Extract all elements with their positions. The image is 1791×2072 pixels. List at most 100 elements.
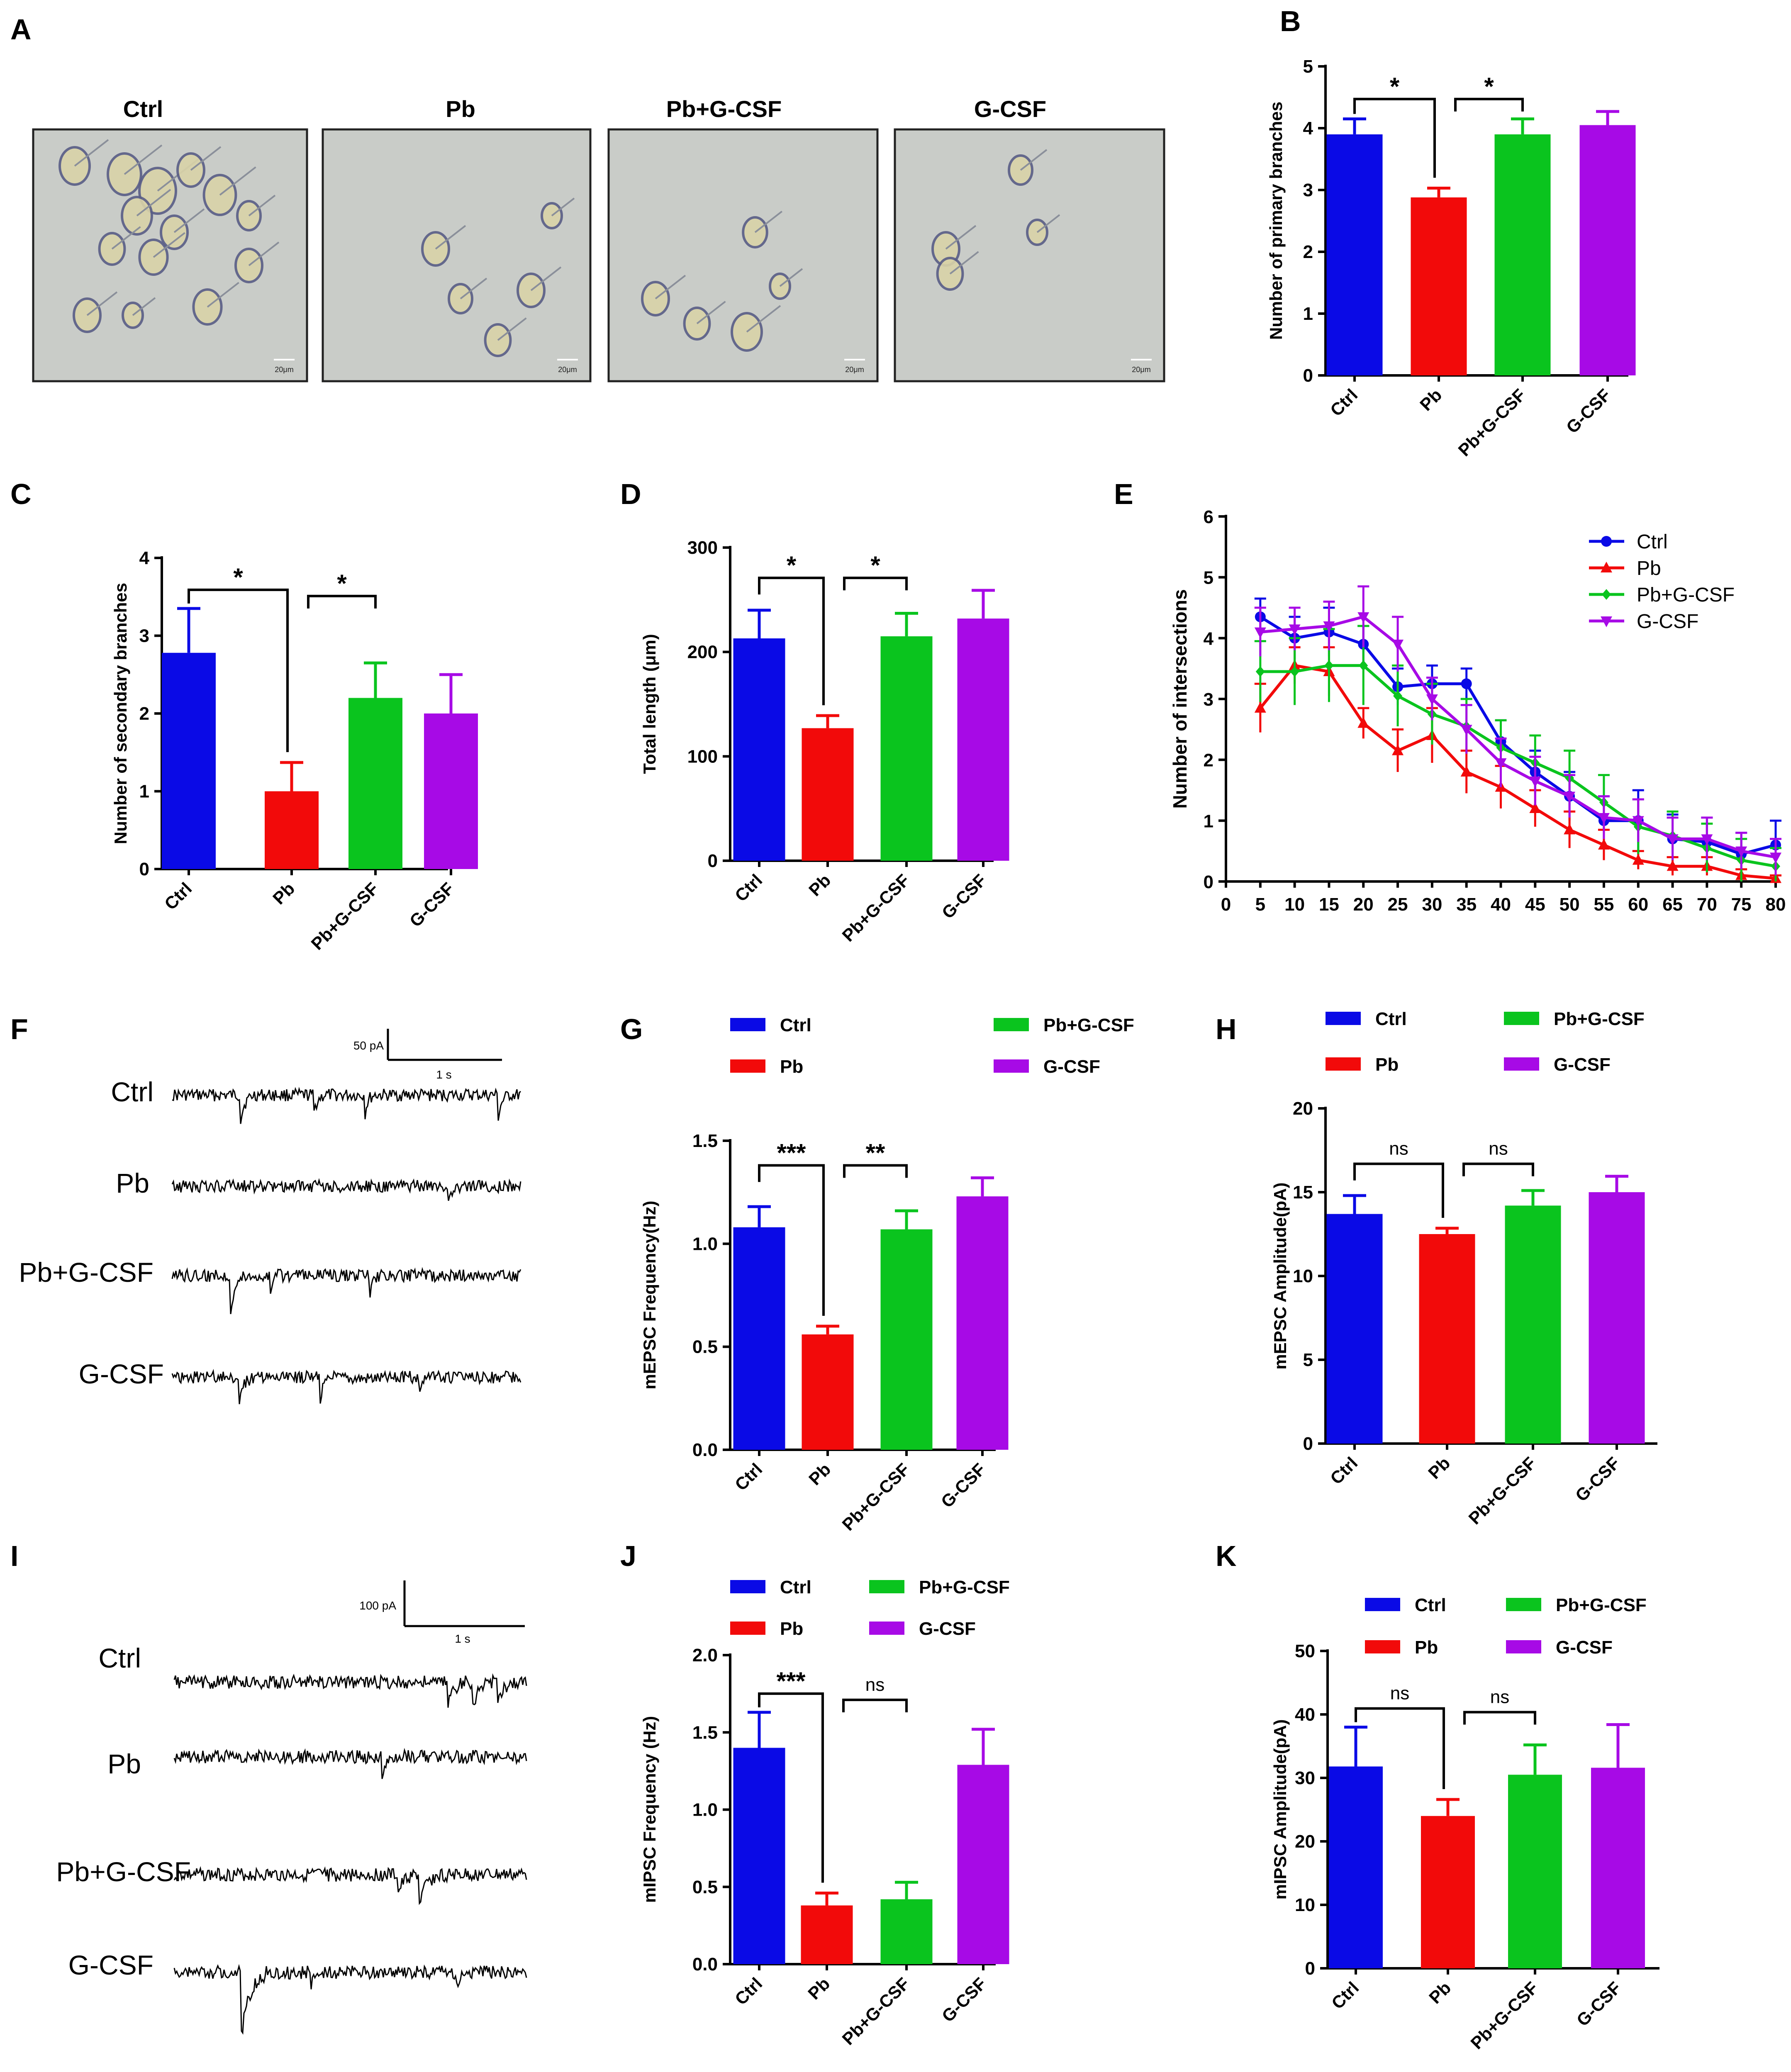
- y-tick-label: 0.0: [692, 1440, 718, 1460]
- bar-g-csf: [957, 1765, 1009, 1964]
- panel-letter-g: G: [620, 1013, 643, 1045]
- y-tick-label: 4: [1303, 118, 1313, 139]
- x-tick-label: Pb: [805, 1459, 834, 1489]
- legend-label-2: Pb+G-CSF: [919, 1577, 1010, 1597]
- x-tick-label: 60: [1628, 894, 1648, 915]
- x-tick-label: G-CSF: [938, 870, 990, 923]
- legend: Ctrl Pb Pb+G-CSF G-CSF: [730, 1015, 1134, 1077]
- legend-label-0: Ctrl: [1375, 1009, 1407, 1029]
- neurite: [207, 282, 239, 308]
- data-point: [1289, 624, 1301, 635]
- y-tick-label: 0: [1303, 365, 1313, 386]
- bar-g-csf: [1579, 125, 1636, 375]
- scale-bar-label: 20μm: [845, 365, 864, 374]
- scale-time-I: 1 s: [455, 1632, 470, 1645]
- significance-bracket: [843, 1164, 908, 1178]
- x-tick-label: Pb+G-CSF: [307, 879, 382, 954]
- y-tick-label: 20: [1293, 1098, 1313, 1119]
- y-tick-label: 0: [1305, 1958, 1315, 1979]
- bar-ctrl: [733, 1227, 785, 1450]
- neurite: [945, 225, 977, 250]
- x-tick-label: G-CSF: [1573, 1978, 1625, 2030]
- micrograph-frame: [322, 128, 592, 382]
- data-point: [1598, 813, 1610, 824]
- legend-label-1: Pb: [1637, 558, 1661, 579]
- bar-pb: [1419, 1234, 1475, 1444]
- legend-swatch-0: [1326, 1012, 1361, 1025]
- x-tick-label: 30: [1422, 894, 1442, 915]
- data-point: [1359, 660, 1368, 671]
- legend-label-2: Pb+G-CSF: [1554, 1009, 1645, 1029]
- data-point: [1426, 694, 1438, 705]
- neurite: [219, 166, 256, 196]
- significance-label: ***: [776, 1667, 806, 1695]
- significance-label: *: [1484, 73, 1494, 100]
- legend-marker: [1601, 616, 1612, 627]
- y-tick-label: 10: [1293, 1266, 1313, 1286]
- y-tick-label: 2: [1204, 750, 1213, 771]
- trace-F-1: [171, 1178, 521, 1201]
- x-tick-label: 70: [1697, 894, 1717, 915]
- legend-marker: [1602, 589, 1611, 600]
- neurite: [460, 278, 487, 299]
- bar-ctrl: [1329, 1766, 1383, 1968]
- significance-label: **: [866, 1139, 885, 1166]
- bar-pb+g-csf: [1505, 1205, 1561, 1444]
- x-tick-label: 75: [1731, 894, 1752, 915]
- x-tick-label: G-CSF: [938, 1974, 990, 2026]
- x-tick-label: 55: [1594, 894, 1614, 915]
- x-tick-label: Pb+G-CSF: [1464, 1453, 1540, 1528]
- data-point: [1460, 766, 1472, 777]
- data-point: [1460, 725, 1472, 736]
- legend-label-3: G-CSF: [1637, 611, 1698, 633]
- x-tick-label: 15: [1319, 894, 1339, 915]
- y-tick-label: 1: [1303, 304, 1313, 324]
- x-tick-label: Pb+G-CSF: [838, 1974, 913, 2049]
- micrograph-title-2: Pb+G-CSF: [666, 96, 782, 122]
- x-tick-label: G-CSF: [1562, 385, 1615, 437]
- data-point: [1632, 816, 1644, 827]
- scale-bar-label: 20μm: [558, 365, 577, 374]
- significance-bracket: [1463, 1711, 1536, 1725]
- x-tick-label: Pb: [1424, 1453, 1454, 1483]
- data-point: [1357, 717, 1369, 728]
- data-point: [1254, 702, 1266, 713]
- neurite: [1036, 214, 1060, 233]
- trace-I-2: [173, 1866, 527, 1905]
- bar-ctrl: [1326, 1214, 1383, 1444]
- legend-swatch-1: [1326, 1057, 1361, 1071]
- data-point: [1701, 834, 1713, 845]
- x-tick-label: 50: [1560, 894, 1580, 915]
- bar-pb+g-csf: [880, 636, 933, 861]
- y-tick-label: 2.0: [692, 1645, 718, 1665]
- legend-label-0: Ctrl: [780, 1577, 811, 1597]
- panel-letter-c: C: [10, 478, 32, 510]
- bar-ctrl: [733, 1748, 785, 1964]
- y-tick-label: 1.0: [692, 1234, 718, 1254]
- trace-label-I-3: G-CSF: [68, 1950, 154, 1980]
- legend-swatch-1: [730, 1059, 765, 1073]
- y-tick-label: 20: [1295, 1831, 1315, 1852]
- y-tick-label: 0: [1303, 1434, 1313, 1454]
- scale-bar-label: 20μm: [1132, 365, 1150, 374]
- data-point: [1357, 612, 1369, 623]
- scale-amp-F: 50 pA: [353, 1039, 384, 1052]
- neurite: [754, 211, 783, 233]
- data-point: [1495, 758, 1507, 769]
- legend: Ctrl Pb Pb+G-CSF G-CSF: [1326, 1009, 1645, 1075]
- neurite: [124, 144, 163, 175]
- y-axis-label: mEPSC Frequency(Hz): [640, 1200, 659, 1389]
- legend-swatch-0: [730, 1018, 765, 1031]
- trace-I-1: [173, 1748, 527, 1779]
- x-tick-label: Ctrl: [731, 1459, 766, 1494]
- x-tick-label: Ctrl: [1328, 1978, 1362, 2013]
- panel-letter-k: K: [1216, 1540, 1237, 1572]
- significance-label: *: [337, 570, 347, 597]
- y-tick-label: 3: [1204, 689, 1213, 710]
- scale-amp-I: 100 pA: [359, 1599, 396, 1612]
- x-tick-label: Pb+G-CSF: [838, 1459, 913, 1534]
- neurite: [248, 195, 276, 217]
- legend-swatch-3: [1504, 1057, 1539, 1071]
